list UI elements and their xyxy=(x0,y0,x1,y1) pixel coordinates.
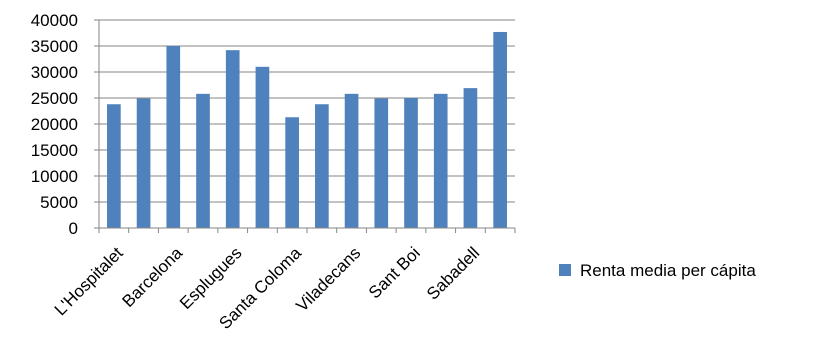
bar xyxy=(404,98,418,228)
bar xyxy=(315,104,329,228)
bar xyxy=(285,117,299,228)
bar xyxy=(344,93,359,228)
y-tick-label: 40000 xyxy=(31,11,78,30)
y-tick-label: 15000 xyxy=(31,141,78,160)
x-tick-label: Sabadell xyxy=(423,243,483,303)
x-tick-label: L'Hospitalet xyxy=(51,243,127,319)
y-tick-label: 5000 xyxy=(40,193,78,212)
legend-label: Renta media per cápita xyxy=(580,261,756,280)
bar xyxy=(433,93,448,228)
gridlines xyxy=(99,19,515,203)
bar xyxy=(225,50,240,228)
y-tick-label: 30000 xyxy=(31,63,78,82)
y-tick-label: 10000 xyxy=(31,167,78,186)
y-tick-label: 20000 xyxy=(31,115,78,134)
legend-swatch xyxy=(559,264,571,276)
y-tick-label: 25000 xyxy=(31,89,78,108)
y-tick-label: 0 xyxy=(69,219,78,238)
legend: Renta media per cápita xyxy=(559,261,756,280)
axes xyxy=(94,19,516,233)
bar xyxy=(255,66,270,228)
bar xyxy=(374,98,389,229)
y-tick-label: 35000 xyxy=(31,37,78,56)
bar xyxy=(166,46,181,228)
bar xyxy=(107,104,121,228)
x-tick-label: Sant Boi xyxy=(365,243,424,302)
bar xyxy=(463,88,478,229)
y-tick-labels: 0 5000 10000 15000 20000 25000 30000 35000 40000 xyxy=(31,11,78,238)
bar xyxy=(196,93,210,228)
bar xyxy=(493,31,507,229)
bar xyxy=(136,98,151,229)
x-tick-label: Viladecans xyxy=(292,243,364,315)
bars xyxy=(107,31,507,229)
